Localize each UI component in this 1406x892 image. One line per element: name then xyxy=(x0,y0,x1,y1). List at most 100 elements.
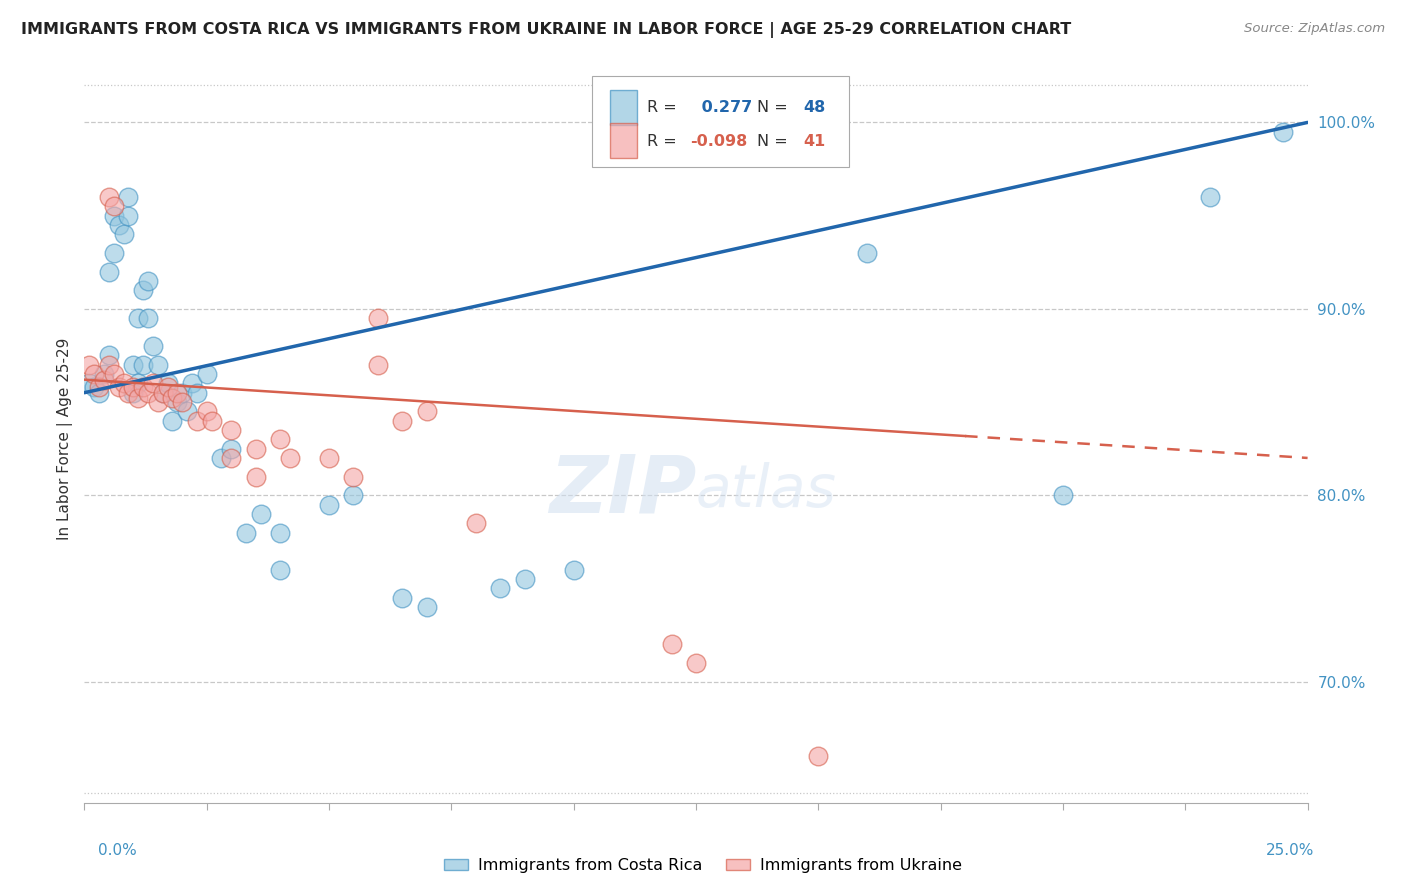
Point xyxy=(117,190,139,204)
Text: 25.0%: 25.0% xyxy=(1267,843,1315,858)
Point xyxy=(136,311,159,326)
Point xyxy=(318,450,340,465)
Point xyxy=(152,385,174,400)
Point xyxy=(152,385,174,400)
Point xyxy=(391,591,413,605)
Text: 48: 48 xyxy=(804,100,825,114)
Point xyxy=(103,209,125,223)
FancyBboxPatch shape xyxy=(610,123,637,158)
Point xyxy=(219,442,242,456)
Text: ZIP: ZIP xyxy=(548,451,696,529)
Text: N =: N = xyxy=(758,100,787,114)
Point xyxy=(83,367,105,381)
FancyBboxPatch shape xyxy=(592,76,849,167)
Point xyxy=(269,563,291,577)
Text: R =: R = xyxy=(647,134,676,149)
Point xyxy=(200,414,222,428)
Point xyxy=(132,358,155,372)
Text: IMMIGRANTS FROM COSTA RICA VS IMMIGRANTS FROM UKRAINE IN LABOR FORCE | AGE 25-29: IMMIGRANTS FROM COSTA RICA VS IMMIGRANTS… xyxy=(21,22,1071,38)
Point xyxy=(146,358,169,372)
Point xyxy=(117,385,139,400)
Point xyxy=(219,450,242,465)
Text: N =: N = xyxy=(758,134,787,149)
Text: 0.277: 0.277 xyxy=(696,100,752,114)
Point xyxy=(245,442,267,456)
Point xyxy=(1052,488,1074,502)
Point xyxy=(209,450,232,465)
Text: -0.098: -0.098 xyxy=(690,134,747,149)
Point xyxy=(367,311,389,326)
Point xyxy=(278,450,301,465)
Point xyxy=(162,392,184,406)
Point xyxy=(77,358,100,372)
Point xyxy=(97,348,120,362)
Point xyxy=(235,525,257,540)
Text: Source: ZipAtlas.com: Source: ZipAtlas.com xyxy=(1244,22,1385,36)
Point xyxy=(367,358,389,372)
Point xyxy=(83,380,105,394)
Point xyxy=(122,358,145,372)
Point xyxy=(107,218,129,232)
Point xyxy=(186,414,208,428)
Point xyxy=(117,209,139,223)
Point xyxy=(132,380,155,394)
Point xyxy=(219,423,242,437)
Point xyxy=(97,190,120,204)
Point xyxy=(166,385,188,400)
Point xyxy=(93,373,115,387)
Point xyxy=(172,385,194,400)
Point xyxy=(142,376,165,391)
Point xyxy=(1198,190,1220,204)
Point xyxy=(112,227,135,242)
Point xyxy=(136,385,159,400)
Point xyxy=(416,404,439,418)
Point xyxy=(195,367,218,381)
Point xyxy=(513,572,536,586)
Point xyxy=(661,637,683,651)
Point xyxy=(172,395,194,409)
Point xyxy=(685,656,707,670)
Text: atlas: atlas xyxy=(696,462,837,519)
Point xyxy=(93,367,115,381)
Point xyxy=(269,432,291,446)
Point xyxy=(122,385,145,400)
Point xyxy=(87,380,110,394)
Point xyxy=(77,376,100,391)
Point xyxy=(269,525,291,540)
Y-axis label: In Labor Force | Age 25-29: In Labor Force | Age 25-29 xyxy=(58,338,73,541)
Point xyxy=(97,264,120,278)
Point xyxy=(112,376,135,391)
Point xyxy=(195,404,218,418)
Point xyxy=(342,488,364,502)
Point xyxy=(318,498,340,512)
Point xyxy=(186,385,208,400)
Point xyxy=(342,469,364,483)
Point xyxy=(181,376,204,391)
Point xyxy=(156,376,179,391)
Point xyxy=(142,339,165,353)
Point xyxy=(562,563,585,577)
Point xyxy=(162,414,184,428)
Text: 41: 41 xyxy=(804,134,825,149)
FancyBboxPatch shape xyxy=(610,89,637,125)
Point xyxy=(127,311,149,326)
Point xyxy=(176,404,198,418)
Point xyxy=(245,469,267,483)
Point xyxy=(807,749,830,764)
Point xyxy=(127,392,149,406)
Point xyxy=(97,358,120,372)
Point xyxy=(103,199,125,213)
Point xyxy=(464,516,486,531)
Point xyxy=(103,246,125,260)
Point xyxy=(136,274,159,288)
Point xyxy=(489,582,512,596)
Point xyxy=(146,395,169,409)
Point xyxy=(416,600,439,615)
Point xyxy=(166,395,188,409)
Point xyxy=(103,367,125,381)
Point xyxy=(107,380,129,394)
Point xyxy=(127,376,149,391)
Point xyxy=(249,507,271,521)
Point xyxy=(391,414,413,428)
Point xyxy=(1272,125,1295,139)
